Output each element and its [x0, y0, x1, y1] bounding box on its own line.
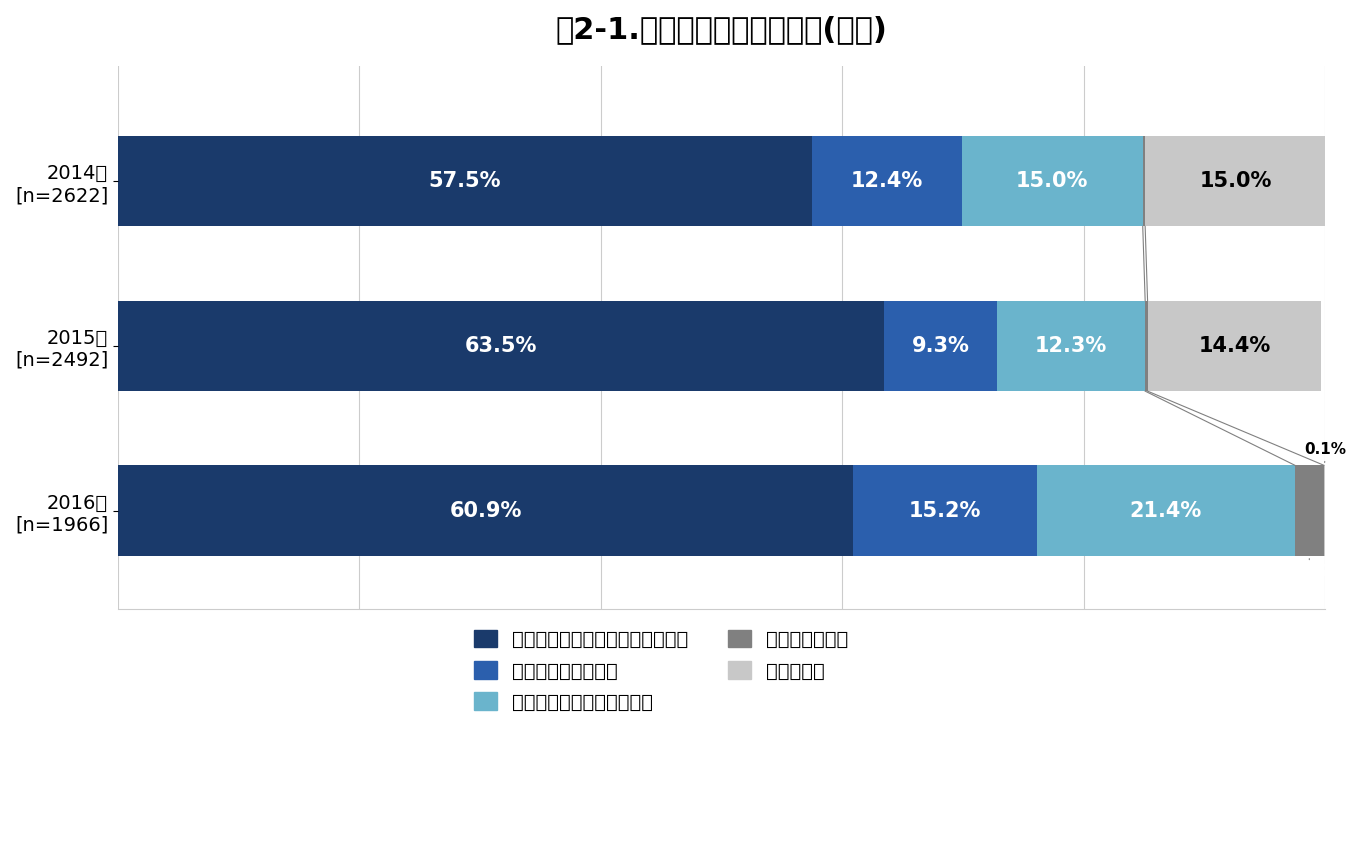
- Bar: [996, 300, 1145, 391]
- Text: 15.2%: 15.2%: [909, 501, 981, 521]
- Bar: [1037, 465, 1294, 556]
- Text: 2.4%: 2.4%: [1288, 564, 1331, 579]
- Bar: [1145, 300, 1147, 391]
- Bar: [1147, 300, 1322, 391]
- Bar: [1145, 136, 1326, 227]
- Bar: [118, 136, 813, 227]
- Text: 60.9%: 60.9%: [449, 501, 521, 521]
- Text: 0.1%: 0.1%: [1304, 442, 1346, 457]
- Text: 63.5%: 63.5%: [465, 336, 538, 356]
- Bar: [1294, 465, 1324, 556]
- Text: 57.5%: 57.5%: [429, 171, 501, 191]
- Bar: [813, 136, 962, 227]
- Bar: [962, 136, 1143, 227]
- Title: 図2-1.今の会社での勤続意向(男性): 図2-1.今の会社での勤続意向(男性): [555, 15, 887, 44]
- Bar: [853, 465, 1037, 556]
- Bar: [1143, 136, 1145, 227]
- Text: 12.4%: 12.4%: [851, 171, 923, 191]
- Legend: できれば今の会社で働き続けたい, そのうち転職したい, いつかは起業・独立したい, 家庭に入りたい, わからない: できれば今の会社で働き続けたい, そのうち転職したい, いつかは起業・独立したい…: [465, 622, 856, 720]
- Bar: [885, 300, 996, 391]
- Text: 15.0%: 15.0%: [1199, 171, 1273, 191]
- Bar: [118, 300, 885, 391]
- Text: 14.4%: 14.4%: [1198, 336, 1271, 356]
- Text: 12.3%: 12.3%: [1034, 336, 1106, 356]
- Bar: [118, 465, 853, 556]
- Text: 15.0%: 15.0%: [1017, 171, 1089, 191]
- Text: 9.3%: 9.3%: [912, 336, 969, 356]
- Text: 21.4%: 21.4%: [1130, 501, 1202, 521]
